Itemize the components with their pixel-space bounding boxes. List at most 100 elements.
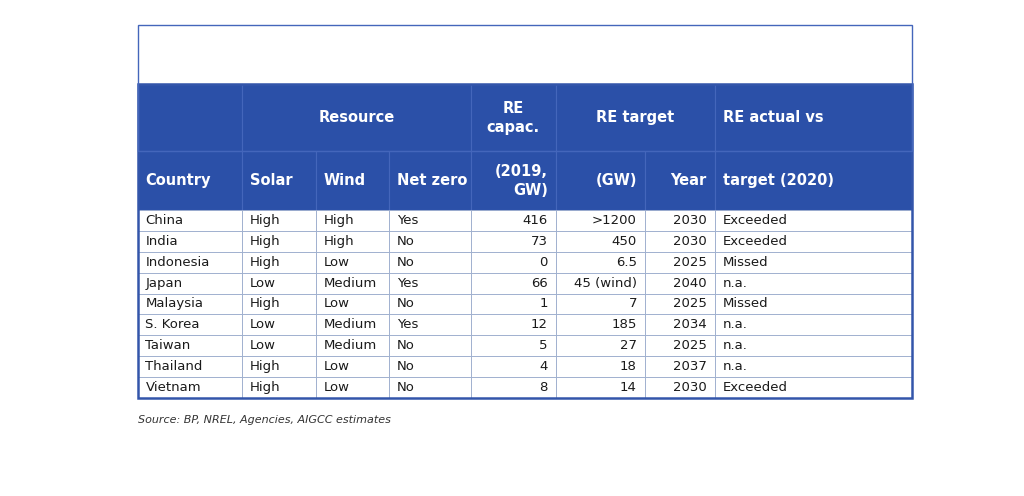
Bar [715,335,912,356]
Text: Indonesia: Indonesia [145,256,210,269]
Text: Medium: Medium [324,277,377,290]
Bar [389,335,471,356]
Text: 416: 416 [522,214,548,227]
Bar [242,335,315,356]
Bar [645,273,715,294]
Text: Malaysia: Malaysia [145,298,204,310]
Bar [556,151,645,210]
Bar [315,356,389,377]
Bar [389,377,471,397]
Text: Low: Low [324,298,349,310]
Bar [471,356,556,377]
Text: High: High [324,214,354,227]
Bar [645,210,715,231]
Text: No: No [397,339,415,352]
Bar [137,210,242,231]
Bar [556,356,645,377]
Text: 66: 66 [531,277,548,290]
Bar [645,314,715,335]
Text: n.a.: n.a. [723,277,748,290]
Text: Yes: Yes [397,277,419,290]
Text: Low: Low [324,380,349,394]
Text: 1: 1 [540,298,548,310]
Bar [471,377,556,397]
Bar [556,252,645,273]
Bar [315,231,389,252]
Bar [242,377,315,397]
Bar [137,84,912,397]
Text: n.a.: n.a. [723,360,748,373]
Bar [137,314,242,335]
Bar [715,294,912,314]
Bar [315,273,389,294]
Text: n.a.: n.a. [723,318,748,331]
Text: (2019,
GW): (2019, GW) [495,164,548,197]
Text: RE actual vs: RE actual vs [723,110,823,125]
Text: (GW): (GW) [595,173,637,188]
Bar [389,314,471,335]
Text: High: High [250,256,281,269]
Bar [315,210,389,231]
Bar [556,335,645,356]
Text: Japan: Japan [145,277,182,290]
Text: No: No [397,256,415,269]
Text: No: No [397,380,415,394]
Bar [645,252,715,273]
Text: No: No [397,360,415,373]
Bar [645,356,715,377]
Bar [242,84,471,151]
Text: S. Korea: S. Korea [145,318,200,331]
Text: Resource: Resource [318,110,394,125]
Text: 73: 73 [530,235,548,248]
Text: Wind: Wind [324,173,366,188]
Text: 2030: 2030 [673,235,707,248]
Bar [137,294,242,314]
Bar [242,273,315,294]
Bar [715,377,912,397]
Text: Exceeded: Exceeded [723,380,787,394]
Text: 2030: 2030 [673,214,707,227]
Text: 450: 450 [611,235,637,248]
Text: Low: Low [250,318,276,331]
Bar [645,231,715,252]
Text: 2030: 2030 [673,380,707,394]
Bar [645,294,715,314]
Text: Low: Low [250,339,276,352]
Text: High: High [250,214,281,227]
Text: Yes: Yes [397,214,419,227]
Bar [137,25,912,151]
Bar [645,335,715,356]
Bar [715,273,912,294]
Text: Net zero: Net zero [397,173,468,188]
Text: Low: Low [324,360,349,373]
Bar [315,294,389,314]
Text: 6.5: 6.5 [615,256,637,269]
Text: 185: 185 [611,318,637,331]
Bar [471,252,556,273]
Bar [137,273,242,294]
Bar [137,84,242,151]
Bar [389,231,471,252]
Text: 5: 5 [540,339,548,352]
Text: High: High [250,235,281,248]
Bar [137,335,242,356]
Bar [471,273,556,294]
Bar [137,252,242,273]
Text: High: High [250,380,281,394]
Text: Vietnam: Vietnam [145,380,201,394]
Text: Low: Low [250,277,276,290]
Bar [471,210,556,231]
Bar [471,335,556,356]
Text: Medium: Medium [324,318,377,331]
Text: China: China [145,214,183,227]
Bar [715,252,912,273]
Bar [556,231,645,252]
Text: 2040: 2040 [673,277,707,290]
Bar [242,151,315,210]
Text: 2034: 2034 [673,318,707,331]
Bar [471,84,556,151]
Text: 18: 18 [621,360,637,373]
Bar [471,151,556,210]
Bar [715,356,912,377]
Text: 2037: 2037 [673,360,707,373]
